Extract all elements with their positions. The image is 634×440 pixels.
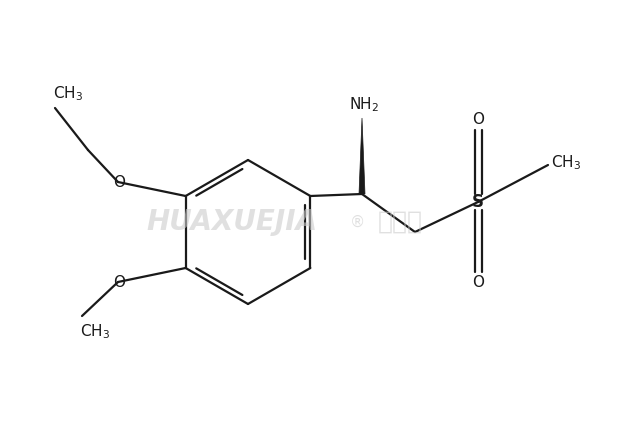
Text: CH$_3$: CH$_3$: [80, 322, 110, 341]
Text: CH$_3$: CH$_3$: [53, 84, 83, 103]
Text: O: O: [472, 112, 484, 127]
Text: HUAXUEJIA: HUAXUEJIA: [146, 208, 318, 236]
Text: S: S: [472, 193, 484, 211]
Text: O: O: [472, 275, 484, 290]
Text: O: O: [113, 175, 125, 190]
Polygon shape: [359, 118, 365, 194]
Text: ®: ®: [351, 215, 366, 230]
Text: NH$_2$: NH$_2$: [349, 95, 379, 114]
Text: 化学加: 化学加: [377, 210, 422, 234]
Text: O: O: [113, 275, 125, 290]
Text: CH$_3$: CH$_3$: [551, 154, 581, 172]
